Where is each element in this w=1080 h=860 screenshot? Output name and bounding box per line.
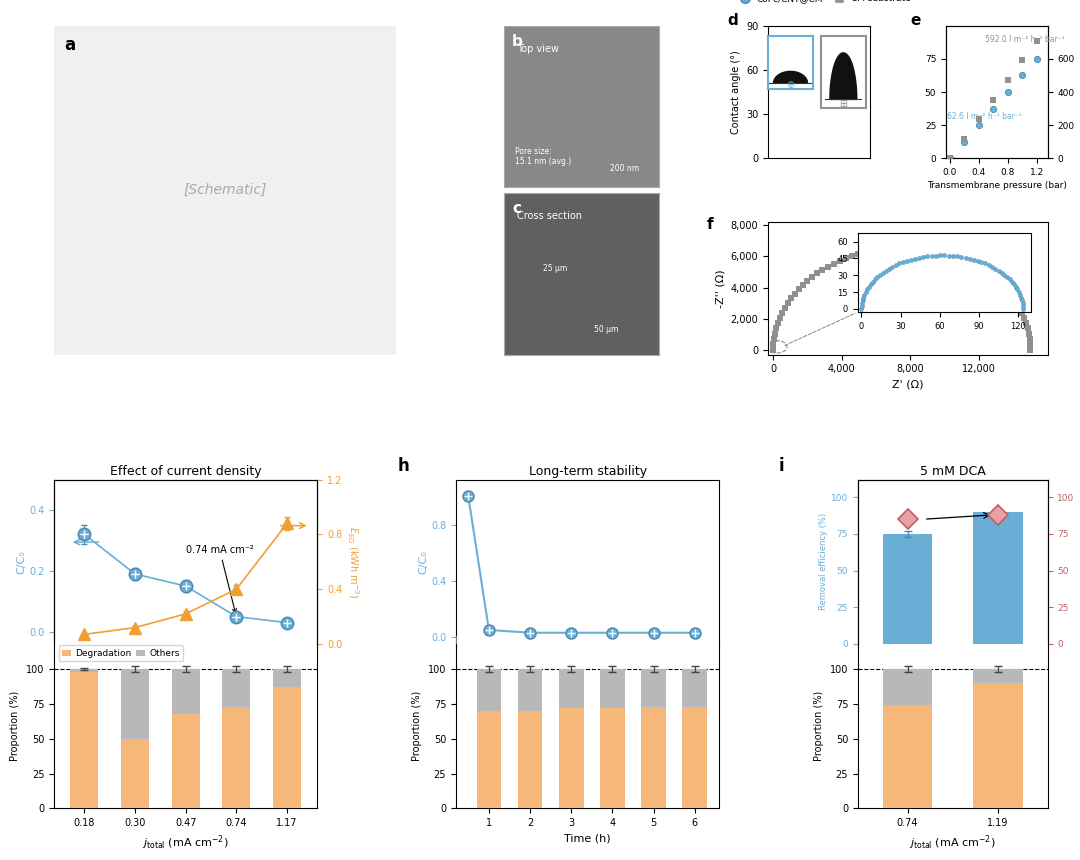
Text: [Schematic]: [Schematic]	[184, 183, 267, 197]
Text: c: c	[512, 201, 521, 217]
Text: 62.6 l m⁻² h⁻¹ bar⁻¹: 62.6 l m⁻² h⁻¹ bar⁻¹	[947, 112, 1022, 120]
Bar	[476, 711, 501, 808]
Y-axis label: C/C₀: C/C₀	[418, 550, 428, 574]
Bar	[973, 669, 1023, 683]
Bar	[121, 669, 149, 739]
Title: Long-term stability: Long-term stability	[528, 465, 647, 478]
Bar	[70, 669, 98, 672]
Bar	[683, 669, 707, 707]
Bar	[882, 669, 932, 705]
Title: Effect of current density: Effect of current density	[110, 465, 261, 478]
Bar	[642, 669, 666, 707]
Text: 592.0 l m⁻² h⁻¹ bar⁻¹: 592.0 l m⁻² h⁻¹ bar⁻¹	[985, 34, 1065, 44]
Bar	[882, 705, 932, 808]
Bar	[121, 739, 149, 808]
Title: 5 mM DCA: 5 mM DCA	[920, 465, 986, 478]
Bar	[558, 708, 583, 808]
Text: d: d	[728, 13, 739, 28]
X-axis label: Time (h): Time (h)	[565, 833, 611, 844]
Bar	[882, 534, 932, 644]
Text: e: e	[910, 13, 921, 28]
Y-axis label: Proportion (%): Proportion (%)	[11, 691, 21, 761]
Text: 200 nm: 200 nm	[610, 164, 639, 173]
Bar	[476, 669, 501, 711]
Bar	[973, 512, 1023, 644]
Legend: Degradation, Others: Degradation, Others	[58, 645, 183, 661]
Bar	[273, 687, 301, 808]
Bar	[222, 669, 251, 707]
Y-axis label: $E_{\mathrm{EO}}$ (kWh m$^{-3}$): $E_{\mathrm{EO}}$ (kWh m$^{-3}$)	[346, 525, 361, 598]
Bar	[600, 708, 624, 808]
Bar	[973, 683, 1023, 808]
Text: Top view: Top view	[516, 44, 558, 53]
Text: a: a	[64, 35, 76, 53]
Text: b: b	[512, 34, 523, 49]
Y-axis label: Proportion (%): Proportion (%)	[814, 691, 824, 761]
Bar	[172, 714, 200, 808]
Y-axis label: Removal efficiency (%): Removal efficiency (%)	[819, 513, 828, 611]
X-axis label: $j_\mathrm{total}$ (mA cm$^{-2}$): $j_\mathrm{total}$ (mA cm$^{-2}$)	[909, 833, 996, 852]
X-axis label: $j_\mathrm{total}$ (mA cm$^{-2}$): $j_\mathrm{total}$ (mA cm$^{-2}$)	[143, 833, 229, 852]
Bar	[273, 669, 301, 687]
X-axis label: Z' (Ω): Z' (Ω)	[892, 380, 923, 390]
Legend: CoPc/CNT@CM, CM substrate: CoPc/CNT@CM, CM substrate	[732, 0, 915, 7]
Y-axis label: Proportion (%): Proportion (%)	[413, 691, 422, 761]
Text: 50 μm: 50 μm	[594, 325, 619, 334]
Bar	[222, 707, 251, 808]
X-axis label: Transmembrane pressure (bar): Transmembrane pressure (bar)	[927, 181, 1067, 190]
Text: Cross section: Cross section	[516, 212, 582, 221]
Text: 25 μm: 25 μm	[543, 264, 567, 273]
Text: h: h	[399, 457, 409, 475]
Text: i: i	[779, 457, 784, 475]
Bar	[517, 669, 542, 711]
Bar	[517, 711, 542, 808]
Y-axis label: -Z'' (Ω): -Z'' (Ω)	[715, 269, 725, 308]
Text: f: f	[706, 217, 713, 231]
Bar	[600, 669, 624, 708]
Text: Pore size:
15.1 nm (avg.): Pore size: 15.1 nm (avg.)	[515, 147, 571, 167]
Y-axis label: C/C₀: C/C₀	[16, 550, 26, 574]
Bar	[558, 669, 583, 708]
Y-axis label: Contact angle (°): Contact angle (°)	[731, 50, 741, 134]
Bar	[683, 707, 707, 808]
Bar	[70, 672, 98, 808]
Bar	[172, 669, 200, 714]
Bar	[642, 707, 666, 808]
Text: 0.74 mA cm⁻²: 0.74 mA cm⁻²	[186, 544, 254, 612]
